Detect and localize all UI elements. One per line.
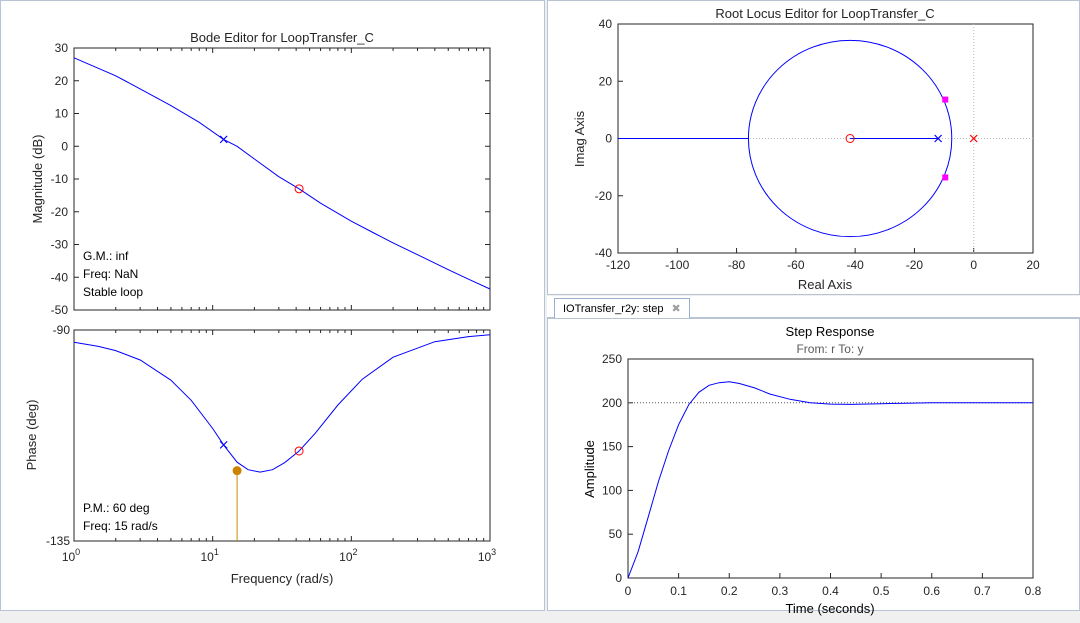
step-xtick-label: 0.5 bbox=[873, 584, 890, 598]
bode-xtick-label: 102 bbox=[339, 547, 357, 564]
gain-margin-label: G.M.: inf bbox=[83, 249, 129, 263]
step-response-curve[interactable] bbox=[627, 381, 1033, 579]
rlocus-pole-marker bbox=[934, 134, 943, 143]
bode-mag-ytick-label: -40 bbox=[51, 270, 69, 284]
step-axes[interactable] bbox=[627, 358, 1034, 579]
rlocus-xtick-label: -60 bbox=[787, 258, 805, 272]
bode-mag-markers[interactable] bbox=[219, 135, 304, 194]
bode-xlabel: Frequency (rad/s) bbox=[231, 571, 334, 586]
rlocus-xtick-label: 20 bbox=[1026, 258, 1040, 272]
bode-mag-xticks bbox=[73, 48, 485, 310]
step-xticks: 0 0.1 0.2 0.3 0.4 0.5 0.6 0.7 0.8 bbox=[625, 573, 1042, 598]
step-ylabel: Amplitude bbox=[582, 440, 597, 498]
bode-phase-ytick-label: -135 bbox=[46, 534, 70, 548]
bode-phase-yticks: -90 -135 bbox=[46, 323, 70, 548]
phase-margin-freq-label: Freq: 15 rad/s bbox=[83, 519, 158, 533]
step-ytick-label: 200 bbox=[602, 396, 622, 410]
step-subtitle: From: r To: y bbox=[796, 342, 863, 356]
rlocus-pole-marker bbox=[969, 134, 978, 143]
rlocus-ylabel: Imag Axis bbox=[572, 110, 587, 167]
bode-phase-pole-marker bbox=[219, 440, 228, 449]
bode-mag-ytick-label: -20 bbox=[51, 205, 69, 219]
step-xtick-label: 0 bbox=[625, 584, 632, 598]
bode-mag-ylabel: Magnitude (dB) bbox=[30, 135, 45, 224]
rlocus-closed-loop-pole bbox=[942, 96, 949, 103]
bode-phase-zero-marker bbox=[294, 446, 304, 456]
step-xlabel: Time (seconds) bbox=[785, 601, 874, 616]
tab-step-response[interactable]: IOTransfer_r2y: step ✖ bbox=[554, 298, 690, 318]
rlocus-plot[interactable] bbox=[618, 24, 1033, 253]
bode-phase-markers[interactable] bbox=[219, 440, 304, 541]
gain-margin-freq-label: Freq: NaN bbox=[83, 267, 138, 281]
step-xtick-label: 0.4 bbox=[822, 584, 839, 598]
bode-phase-ylabel: Phase (deg) bbox=[24, 400, 39, 471]
rlocus-xtick-label: -40 bbox=[846, 258, 864, 272]
rlocus-xtick-label: -20 bbox=[906, 258, 924, 272]
step-xtick-label: 0.2 bbox=[721, 584, 738, 598]
bode-xtick-label: 103 bbox=[478, 547, 496, 564]
step-xtick-label: 0.1 bbox=[670, 584, 687, 598]
bode-mag-ytick-label: -10 bbox=[51, 172, 69, 186]
rlocus-ytick-label: -40 bbox=[595, 246, 613, 260]
stability-label: Stable loop bbox=[83, 285, 143, 299]
step-xtick-label: 0.7 bbox=[974, 584, 991, 598]
rlocus-xtick-label: 0 bbox=[970, 258, 977, 272]
step-ytick-label: 50 bbox=[609, 527, 623, 541]
bode-phase-ytick-label: -90 bbox=[53, 323, 71, 337]
rlocus-xtick-label: -80 bbox=[728, 258, 746, 272]
bode-mag-ytick-label: -50 bbox=[51, 303, 69, 317]
bode-mag-curve[interactable] bbox=[73, 57, 491, 290]
rlocus-ytick-label: 0 bbox=[605, 132, 612, 146]
step-xtick-label: 0.6 bbox=[923, 584, 940, 598]
step-ytick-label: 150 bbox=[602, 440, 622, 454]
bode-xtick-label: 101 bbox=[200, 547, 218, 564]
rlocus-zero-marker bbox=[845, 134, 855, 143]
rlocus-closed-loop-pole bbox=[942, 174, 949, 181]
rlocus-ytick-label: -20 bbox=[595, 189, 613, 203]
rlocus-ytick-label: 20 bbox=[599, 74, 613, 88]
bode-mag-zero-marker bbox=[294, 184, 304, 194]
bode-phase-curve[interactable] bbox=[73, 334, 491, 473]
step-xtick-label: 0.8 bbox=[1025, 584, 1042, 598]
step-xtick-label: 0.3 bbox=[772, 584, 789, 598]
rlocus-xtick-label: -120 bbox=[606, 258, 630, 272]
bode-mag-ytick-label: -30 bbox=[51, 238, 69, 252]
rlocus-xticks: -120 -100 -80 -60 -40 -20 0 20 bbox=[606, 248, 1040, 272]
bode-mag-ytick-label: 10 bbox=[55, 107, 69, 121]
bode-xtick-label: 100 bbox=[62, 547, 80, 564]
step-ytick-label: 250 bbox=[602, 352, 622, 366]
phase-margin-dot bbox=[232, 466, 242, 476]
step-yticks: 250 200 150 100 50 0 bbox=[602, 352, 633, 585]
bode-mag-yticks: 30 20 10 0 -10 -20 -30 -40 -50 bbox=[51, 41, 490, 317]
bode-mag-ytick-label: 0 bbox=[61, 139, 68, 153]
bode-title: Bode Editor for LoopTransfer_C bbox=[190, 30, 374, 45]
rlocus-yticks: 40 20 0 -20 -40 bbox=[595, 17, 623, 260]
rlocus-xtick-label: -100 bbox=[665, 258, 689, 272]
rlocus-ytick-label: 40 bbox=[599, 17, 613, 31]
step-ytick-label: 100 bbox=[602, 483, 622, 497]
phase-margin-label: P.M.: 60 deg bbox=[83, 501, 150, 515]
step-ytick-label: 0 bbox=[615, 571, 622, 585]
close-icon[interactable]: ✖ bbox=[671, 303, 681, 315]
bode-phase-axes[interactable] bbox=[73, 329, 491, 542]
bode-mag-pole-marker bbox=[219, 135, 228, 144]
step-title: Step Response bbox=[786, 324, 875, 339]
bode-mag-ytick-label: 20 bbox=[55, 74, 69, 88]
tab-step-label: IOTransfer_r2y: step bbox=[563, 303, 664, 315]
rlocus-title: Root Locus Editor for LoopTransfer_C bbox=[715, 6, 934, 21]
bode-mag-ytick-label: 30 bbox=[55, 41, 69, 55]
rlocus-xlabel: Real Axis bbox=[798, 277, 853, 292]
